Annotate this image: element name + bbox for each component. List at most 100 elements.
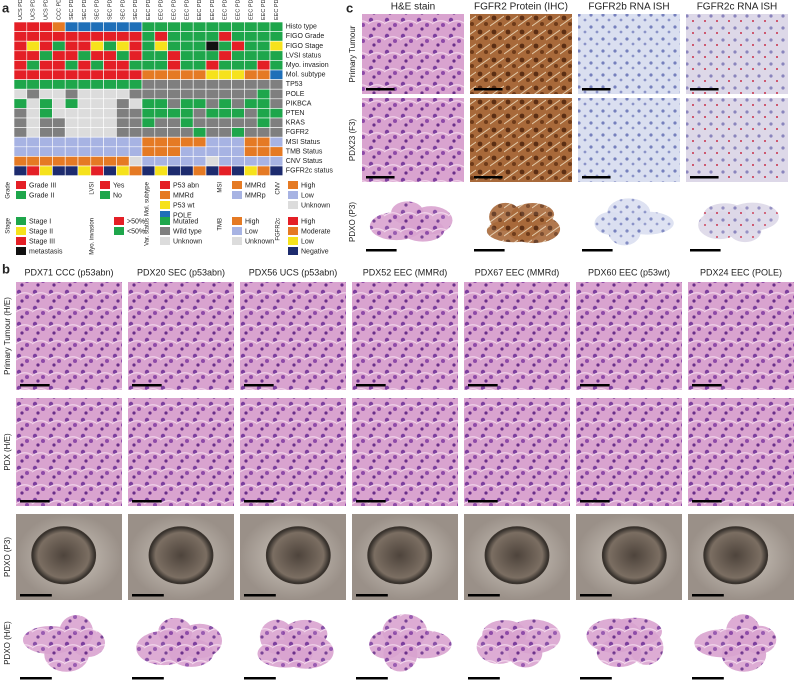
heatmap-cell <box>167 156 181 167</box>
heatmap-cell <box>256 136 271 148</box>
heatmap-cell <box>141 31 156 42</box>
heatmap-cell <box>103 69 117 80</box>
organoid <box>31 526 97 585</box>
heatmap-cell <box>244 146 258 157</box>
heatmap-cell <box>77 88 92 100</box>
micrograph <box>470 14 572 94</box>
heatmap-cell <box>205 60 220 71</box>
legend-title: LVSI <box>90 182 96 195</box>
heatmap-cell <box>192 40 207 52</box>
column-header: PDX56 UCS (p53abn) <box>249 267 338 277</box>
heatmap-cell <box>77 31 92 42</box>
heatmap-cell <box>103 146 117 157</box>
sample-label: EEC PDX68 <box>223 0 229 20</box>
heatmap-cell <box>141 40 156 52</box>
heatmap-cell <box>192 98 207 109</box>
micrograph <box>470 98 572 182</box>
sample-label: SEC PDX65 <box>82 0 88 20</box>
tissue-fragment <box>278 634 334 669</box>
heatmap-cell <box>167 60 181 71</box>
heatmap-cell <box>116 40 130 52</box>
heatmap-cell <box>154 21 168 32</box>
heatmap-cell <box>90 50 104 61</box>
heatmap-cell <box>218 146 232 157</box>
heatmap-cell <box>218 156 232 167</box>
heatmap-cell <box>128 136 143 148</box>
heatmap-cell <box>128 127 143 138</box>
scale-bar <box>474 176 503 179</box>
heatmap-cell <box>244 79 258 90</box>
legend-label: Yes <box>113 182 125 189</box>
tissue-fragment <box>59 615 94 650</box>
micrograph <box>352 398 458 506</box>
heatmap-cell <box>39 165 53 176</box>
heatmap-cell <box>256 50 271 61</box>
heatmap-cell <box>244 98 258 109</box>
heatmap-cell <box>141 69 156 80</box>
column-header: H&E stain <box>391 2 435 13</box>
heatmap-cell <box>154 117 168 128</box>
heatmap-cell <box>64 31 79 42</box>
sample-label: EEC PDX52 <box>159 0 165 20</box>
scale-bar <box>474 249 505 252</box>
heatmap-cell <box>116 21 130 32</box>
sample-label: EEC PDX63 <box>171 0 177 20</box>
row-label: POLE <box>286 91 305 98</box>
micrograph <box>686 14 788 94</box>
scale-bar <box>690 88 719 91</box>
heatmap-cell <box>192 69 207 80</box>
heatmap-cell <box>77 127 92 138</box>
heatmap-cell <box>52 117 66 128</box>
heatmap-cell <box>256 60 271 71</box>
heatmap-cell <box>192 136 207 148</box>
micrograph <box>576 398 682 506</box>
micrograph <box>240 282 346 390</box>
micrograph <box>16 398 122 506</box>
heatmap-cell <box>256 88 271 100</box>
organoid <box>601 526 667 585</box>
legend-label: POLE <box>173 212 192 219</box>
heatmap-cell <box>77 136 92 148</box>
column-header: PDX67 EEC (MMRd) <box>475 267 560 277</box>
legend-title: Stage <box>6 217 12 233</box>
heatmap-cell <box>180 117 194 128</box>
heatmap-cell <box>205 69 220 80</box>
micrograph <box>240 398 346 506</box>
row-header: Primary Tumour <box>348 25 357 82</box>
legend-label: Moderate <box>301 228 331 235</box>
heatmap-cell <box>90 21 104 32</box>
scale-bar <box>690 176 719 179</box>
legend-swatch <box>16 191 26 199</box>
legend-swatch <box>232 181 242 189</box>
scale-bar <box>692 384 722 387</box>
legend-label: Stage II <box>29 228 53 235</box>
heatmap-cell <box>26 117 40 128</box>
heatmap-cell <box>205 31 220 42</box>
scale-bar <box>20 500 50 503</box>
heatmap-cell <box>167 146 181 157</box>
heatmap-cell <box>52 50 66 61</box>
sample-label: EEC PDX24 <box>261 0 267 20</box>
heatmap-cell <box>180 60 194 71</box>
legend-swatch <box>16 181 26 189</box>
heatmap-cell <box>256 21 271 32</box>
heatmap-cell <box>141 165 156 176</box>
heatmap-cell <box>52 31 66 42</box>
heatmap-cell <box>218 60 232 71</box>
sample-label: UCS PDX39 <box>31 0 37 20</box>
heatmap-cell <box>205 79 220 90</box>
heatmap-cell <box>116 108 130 119</box>
heatmap-cell <box>13 165 28 176</box>
heatmap-cell <box>218 98 232 109</box>
heatmap-cell <box>128 146 143 157</box>
micrograph <box>352 282 458 390</box>
heatmap-cell <box>256 146 271 157</box>
heatmap-cell <box>180 165 194 176</box>
heatmap-cell <box>116 69 130 80</box>
heatmap-cell <box>13 79 28 90</box>
row-header: Primary Tumour (H/E) <box>3 297 12 375</box>
heatmap-cell <box>205 50 220 61</box>
heatmap-cell <box>116 136 130 148</box>
legend-label: Low <box>301 192 315 199</box>
heatmap-cell <box>218 127 232 138</box>
